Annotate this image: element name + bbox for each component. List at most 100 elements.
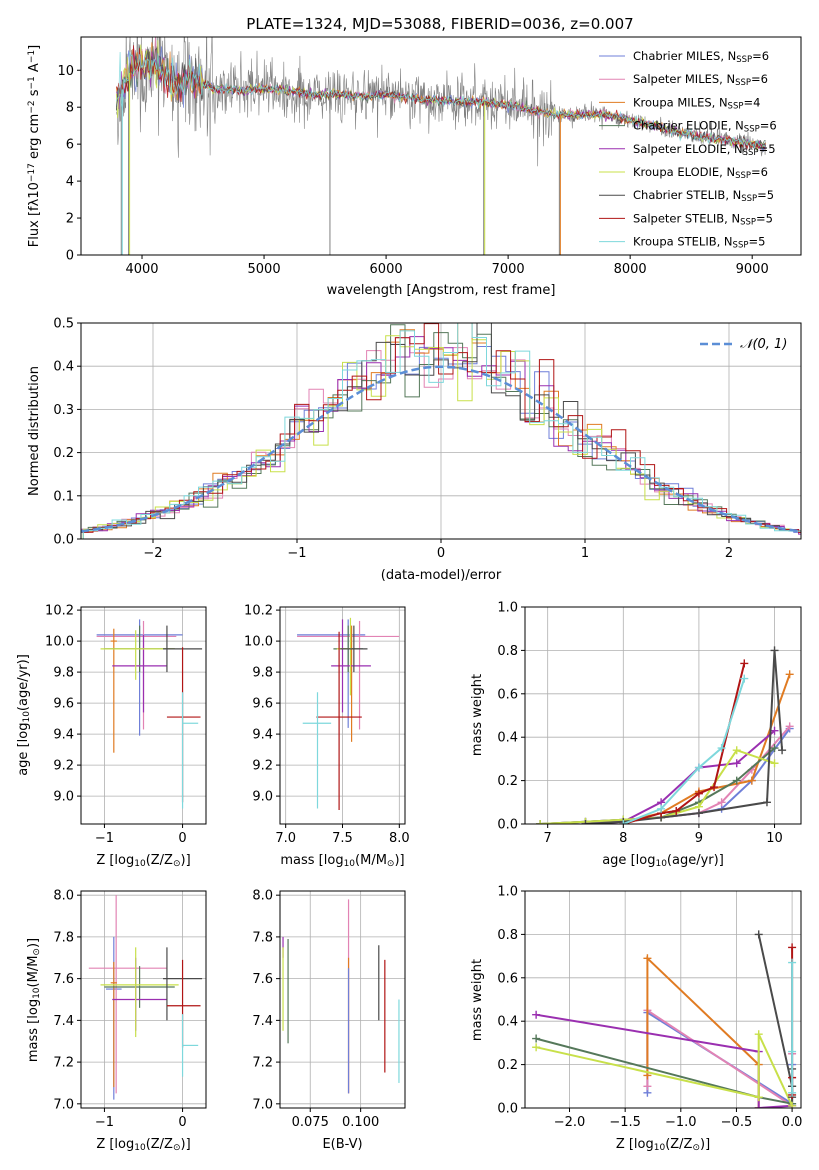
series-marker bbox=[672, 806, 681, 815]
label-part: (Z/Z bbox=[146, 1137, 173, 1152]
label-part: 10 bbox=[134, 1143, 146, 1153]
series-marker bbox=[762, 798, 771, 807]
model-spectrum-line bbox=[116, 51, 766, 151]
legend-suffix: =6 bbox=[751, 165, 768, 179]
legend-label: Salpeter STELIB, N bbox=[633, 211, 740, 225]
panel-spectrum: 4000 5000 6000 7000 8000 9000 0 2 4 6 8 10 wavelengt… bbox=[27, 36, 802, 298]
x-tick-label: −2.0 bbox=[554, 1115, 586, 1130]
axes-frame: −2.0 −1.5 −1.0 −0.5 0.0 0.0 0.2 0.4 0.6 0.8 1.0 Z [… bbox=[470, 885, 802, 1154]
x-tick-label: 6000 bbox=[370, 262, 403, 277]
legend-sub: SSP bbox=[728, 102, 744, 112]
legend-label: Chabrier ELODIE, N bbox=[633, 119, 744, 133]
figure-title: PLATE=1324, MJD=53088, FIBERID=0036, z=0… bbox=[246, 15, 633, 33]
series-marker bbox=[770, 646, 779, 655]
label-part: ⊙ bbox=[387, 859, 395, 869]
label-part: ] bbox=[27, 45, 42, 50]
residual-histogram bbox=[81, 323, 801, 533]
x-tick-label: −0.5 bbox=[721, 1115, 753, 1130]
series-marker bbox=[717, 798, 726, 807]
x-tick-label: 5000 bbox=[248, 262, 281, 277]
plot-area bbox=[116, 37, 766, 255]
label-part: 10 bbox=[32, 987, 42, 999]
legend-entry: Kroupa ELODIE, NSSP=6 bbox=[633, 165, 768, 181]
label-part: s bbox=[27, 89, 42, 100]
y-tick-label: 10.2 bbox=[45, 604, 74, 619]
series-line bbox=[757, 934, 794, 1098]
y-tick-label: 7.0 bbox=[53, 1097, 74, 1112]
y-tick-label: 10 bbox=[57, 64, 74, 79]
series-line bbox=[623, 673, 791, 823]
x-tick-label: 0.075 bbox=[292, 1115, 329, 1130]
series-marker bbox=[788, 1047, 797, 1056]
legend-sub: SSP bbox=[743, 148, 759, 158]
plot-area bbox=[96, 619, 203, 809]
x-tick-label: −1.0 bbox=[665, 1115, 697, 1130]
x-tick-label: 7.5 bbox=[332, 831, 353, 846]
series-marker bbox=[788, 943, 797, 952]
series-marker bbox=[754, 1030, 763, 1039]
y-axis-label: mass [log10(M/M⊙)] bbox=[26, 938, 42, 1062]
y-tick-label: 7.8 bbox=[252, 930, 273, 945]
label-part: ⊙ bbox=[173, 1143, 181, 1153]
y-tick-label: 10.2 bbox=[244, 604, 273, 619]
label-part: 10 bbox=[22, 711, 32, 723]
series-marker bbox=[785, 670, 794, 679]
label-part: A bbox=[27, 63, 42, 76]
x-tick-label: 4000 bbox=[125, 262, 158, 277]
y-tick-label: 0.4 bbox=[53, 360, 74, 375]
x-tick-label: 8000 bbox=[614, 262, 647, 277]
y-axis-label: Flux [fλ10−17 erg cm−2 s−1 A−1] bbox=[27, 45, 42, 247]
panel-mass_vs_Z: −1 07.07.27.47.67.88.0Z [log10(Z/Z⊙)]mass… bbox=[26, 889, 207, 1153]
y-tick-label: 0.1 bbox=[53, 489, 74, 504]
x-tick-label: 7.0 bbox=[275, 831, 296, 846]
x-tick-label: 8.0 bbox=[389, 831, 410, 846]
series-marker bbox=[754, 1093, 763, 1102]
y-axis-label: mass weight bbox=[470, 674, 485, 756]
x-axis-label: wavelength [Angstrom, rest frame] bbox=[327, 283, 556, 298]
y-tick-label: 10.0 bbox=[45, 635, 74, 650]
series-marker bbox=[732, 759, 741, 768]
y-tick-label: 9.2 bbox=[252, 759, 273, 774]
y-tick-label: 6 bbox=[66, 138, 74, 153]
label-part: −1 bbox=[27, 76, 37, 89]
axes-frame-box bbox=[80, 36, 802, 256]
legend-entry: 𝒩(0, 1) bbox=[740, 337, 787, 352]
y-tick-label: 9.0 bbox=[252, 790, 273, 805]
y-tick-label: 0.0 bbox=[497, 1102, 518, 1117]
plot-area bbox=[297, 617, 400, 811]
legend-label: Kroupa MILES, N bbox=[633, 95, 728, 109]
axes-frame-box bbox=[524, 606, 802, 825]
axes-frame-box bbox=[524, 890, 802, 1109]
x-axis-label: Z [log10(Z/Z⊙)] bbox=[96, 1137, 190, 1153]
legend-sub: SSP bbox=[741, 194, 757, 204]
label-part: Z [log bbox=[616, 1137, 654, 1152]
series-line bbox=[535, 1013, 793, 1108]
series-line bbox=[540, 727, 791, 824]
series-marker bbox=[778, 746, 787, 755]
label-part: )] bbox=[181, 853, 191, 868]
series-marker bbox=[694, 789, 703, 798]
y-tick-label: 0.4 bbox=[497, 1015, 518, 1030]
series-line bbox=[535, 1033, 794, 1107]
series-marker bbox=[788, 1088, 797, 1097]
x-tick-label: 8 bbox=[619, 831, 627, 846]
axes-frame-box bbox=[80, 606, 207, 825]
x-tick-label: 7000 bbox=[492, 262, 525, 277]
label-part: 10 bbox=[27, 182, 42, 199]
x-tick-label: 9000 bbox=[736, 262, 769, 277]
y-tick-label: 0.2 bbox=[497, 1058, 518, 1073]
y-tick-label: 1.0 bbox=[497, 885, 518, 900]
label-part: )] bbox=[394, 853, 404, 868]
legend-label: Chabrier MILES, N bbox=[633, 49, 736, 63]
legend-suffix: =6 bbox=[752, 49, 769, 63]
y-tick-label: 0.0 bbox=[53, 533, 74, 548]
label-part: (M/M bbox=[355, 853, 387, 868]
legend-label: Chabrier STELIB, N bbox=[633, 188, 741, 202]
y-tick-label: 0.3 bbox=[53, 403, 74, 418]
x-axis-label: age [log10(age/yr)] bbox=[602, 853, 724, 869]
y-tick-label: 0.8 bbox=[497, 928, 518, 943]
y-tick-label: 8 bbox=[66, 101, 74, 116]
